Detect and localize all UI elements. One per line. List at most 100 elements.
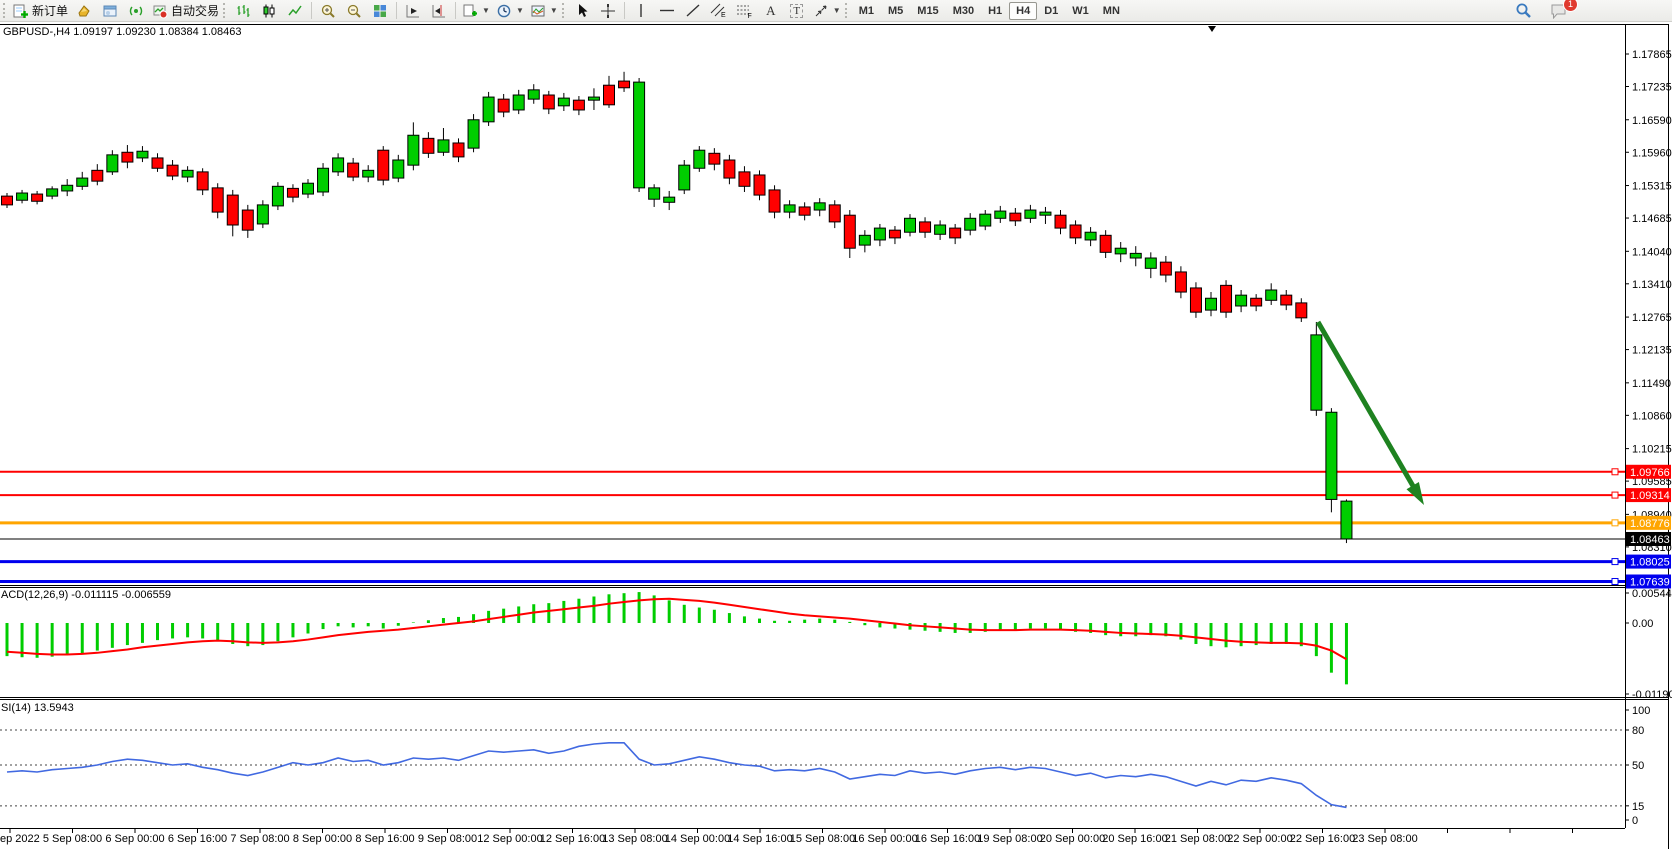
templates-dropdown[interactable]: ▼ (527, 0, 561, 22)
new-chart-dropdown[interactable]: ▼ (459, 0, 493, 22)
timeframe-mn[interactable]: MN (1102, 4, 1120, 17)
candle (904, 217, 916, 233)
timeframe-m5[interactable]: M5 (888, 4, 904, 17)
time-axis[interactable]: ep 2022 5 Sep 08:00 6 Sep 00:00 6 Sep 16:00… (0, 829, 1573, 845)
candle (858, 234, 871, 246)
time-axis-label: 5 Sep 08:00 (43, 833, 102, 845)
price-axis[interactable]: 1.17865 1.17235 1.16590 1.15960 1.15315 1.146… (1625, 49, 1672, 554)
crosshair-button[interactable] (595, 0, 621, 22)
candle (527, 89, 540, 100)
timeframe-m15[interactable]: M15 (917, 4, 939, 17)
timeframe-m1[interactable]: M1 (858, 4, 874, 17)
candle (693, 149, 706, 169)
candle (648, 187, 661, 200)
rsi-indicator-label: SI(14) 13.5943 (1, 702, 74, 714)
price-axis-label: 1.14685 (1632, 213, 1672, 225)
bar-chart-button[interactable] (230, 0, 256, 22)
candle (964, 217, 977, 231)
notifications-button[interactable]: 1 (1546, 0, 1578, 22)
timeframe-w1[interactable]: W1 (1072, 4, 1089, 17)
chart-shift-button[interactable] (426, 0, 452, 22)
candlestick-chart-button[interactable] (256, 0, 282, 22)
price-axis-label: 1.10860 (1632, 410, 1672, 422)
auto-trading-button[interactable]: 自动交易 (149, 0, 222, 22)
hline-handle[interactable] (1611, 558, 1619, 566)
candle (753, 174, 766, 196)
candle (1265, 289, 1278, 301)
candle (512, 94, 525, 111)
text-label-button[interactable]: T (784, 0, 810, 22)
fibonacci-button[interactable]: F (732, 0, 758, 22)
equidistant-channel-button[interactable]: E (706, 0, 732, 22)
candle (467, 119, 480, 149)
price-axis-label: 1.09585 (1632, 476, 1672, 488)
horizontal-line-button[interactable] (654, 0, 680, 22)
time-axis-label: 12 Sep 00:00 (477, 833, 542, 845)
vertical-line-button[interactable] (628, 0, 654, 22)
hline-handle[interactable] (1611, 577, 1619, 585)
toolbar-grip[interactable] (223, 3, 227, 18)
time-axis-label: 6 Sep 00:00 (105, 833, 164, 845)
candle (362, 169, 375, 178)
horizontal-line-icon (659, 9, 674, 12)
timeframe-bar: M1 M5 M15 M30 H1 H4 D1 W1 MN (852, 1, 1127, 20)
cursor-button[interactable] (569, 0, 595, 22)
time-axis-label: 16 Sep 00:00 (852, 833, 917, 845)
auto-scroll-button[interactable] (400, 0, 426, 22)
candle (422, 137, 435, 154)
market-watch-button[interactable] (71, 0, 97, 22)
candle (798, 206, 811, 216)
new-order-button[interactable]: 新订单 (10, 0, 71, 22)
time-axis-label: 9 Sep 08:00 (418, 833, 477, 845)
svg-text:F: F (748, 13, 752, 19)
price-axis-label: 1.10215 (1632, 444, 1672, 456)
data-window-button[interactable] (97, 0, 123, 22)
candle (843, 214, 856, 249)
toolbar-grip[interactable] (561, 3, 566, 18)
trendline-button[interactable] (680, 0, 706, 22)
zoom-out-button[interactable] (341, 0, 367, 22)
trend-arrow-object[interactable] (1315, 320, 1424, 505)
hline-handle[interactable] (1611, 519, 1619, 527)
periods-dropdown[interactable]: ▼ (493, 0, 527, 22)
hline-handle[interactable] (1611, 468, 1619, 476)
timeframe-h4[interactable]: H4 (1009, 1, 1038, 20)
candle (949, 227, 962, 239)
search-button[interactable] (1510, 0, 1536, 22)
timeframe-h1[interactable]: H1 (988, 4, 1003, 17)
scroll-marker-icon[interactable] (1208, 26, 1216, 32)
toolbar-grip[interactable] (3, 3, 7, 18)
time-axis-label: 20 Sep 00:00 (1040, 833, 1105, 845)
line-chart-button[interactable] (282, 0, 308, 22)
signals-button[interactable] (123, 0, 149, 22)
macd-axis[interactable]: 0.005444 0.00 -0.011903 (1625, 588, 1672, 701)
price-axis-label: 1.13410 (1632, 279, 1672, 291)
timeframe-m30[interactable]: M30 (952, 4, 975, 17)
candle (76, 177, 89, 187)
toolbar-separator (396, 2, 398, 19)
timeframe-d1[interactable]: D1 (1044, 4, 1059, 17)
tile-windows-button[interactable] (367, 0, 393, 22)
price-tag: 1.08025 (1630, 557, 1670, 569)
data-window-icon (103, 5, 117, 16)
price-axis-label: 1.17235 (1632, 81, 1672, 93)
search-icon (1516, 3, 1531, 18)
macd-signal-line (6, 597, 1347, 661)
candle (1054, 214, 1067, 229)
price-axis-label: 1.17865 (1632, 49, 1672, 61)
arrows-dropdown[interactable]: ▼ (810, 0, 844, 22)
time-axis-label: 22 Sep 16:00 (1290, 833, 1355, 845)
price-axis-label: 1.14040 (1632, 246, 1672, 258)
rsi-axis-label: 100 (1632, 705, 1650, 717)
text-button[interactable]: A (758, 0, 784, 22)
macd-indicator-label: ACD(12,26,9) -0.011115 -0.006559 (1, 589, 172, 601)
hline-handle[interactable] (1611, 491, 1619, 499)
signals-icon (129, 6, 143, 15)
toolbar-grip[interactable] (844, 3, 849, 18)
new-chart-icon (463, 4, 478, 16)
candle (407, 134, 420, 166)
rsi-axis[interactable]: 100 80 50 15 0 (1625, 705, 1650, 827)
zoom-in-button[interactable] (315, 0, 341, 22)
text-icon: A (766, 2, 776, 18)
